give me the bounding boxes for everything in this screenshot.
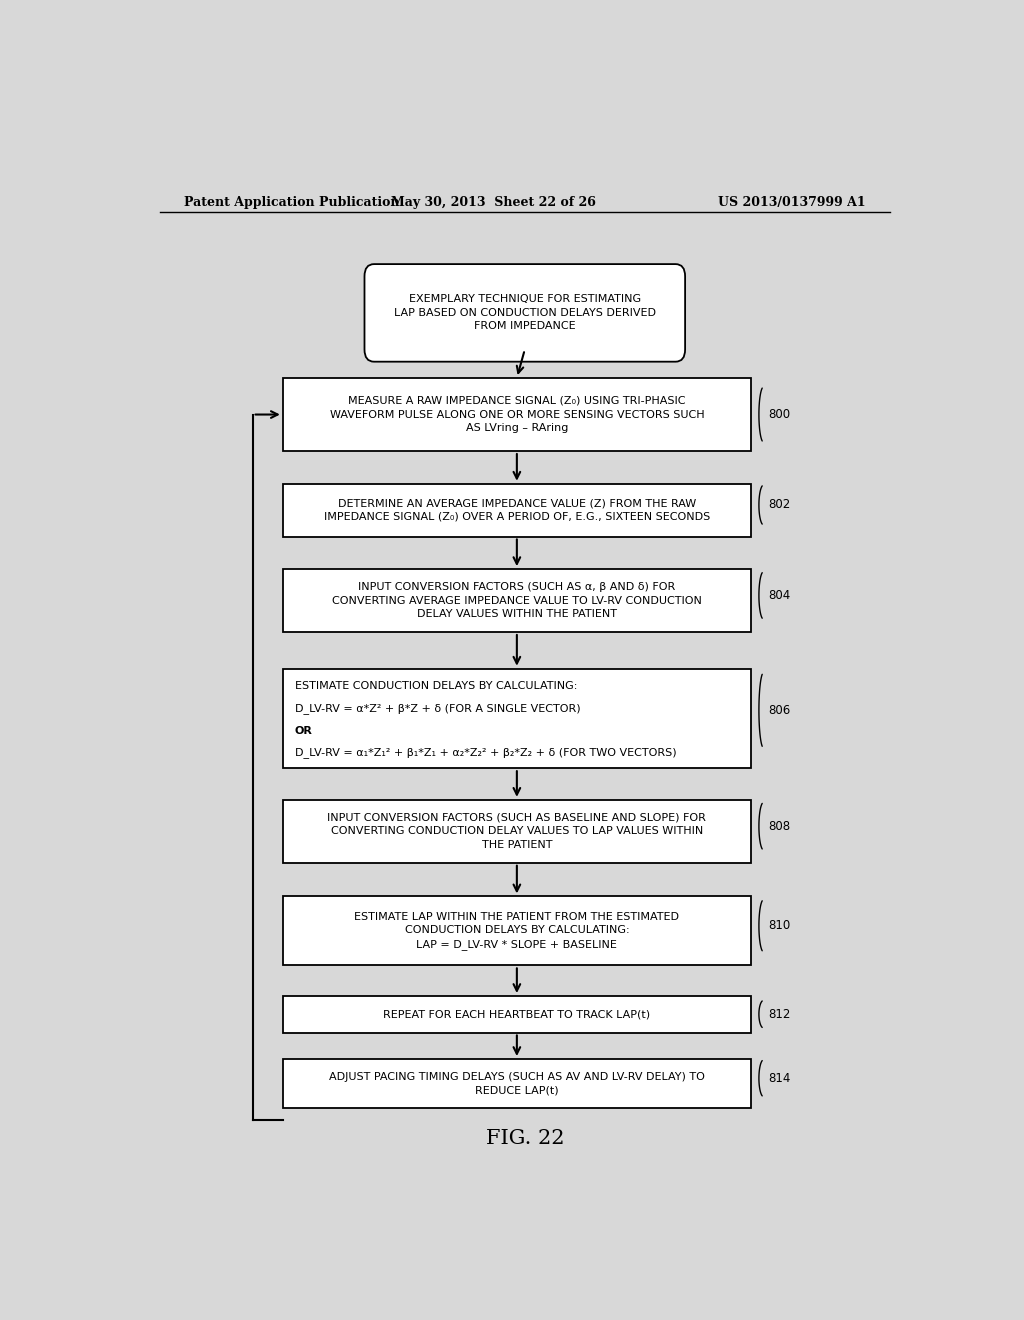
Text: D_LV-RV = α₁*Z₁² + β₁*Z₁ + α₂*Z₂² + β₂*Z₂ + δ (FOR TWO VECTORS): D_LV-RV = α₁*Z₁² + β₁*Z₁ + α₂*Z₂² + β₂*Z… [295, 747, 676, 758]
Text: May 30, 2013  Sheet 22 of 26: May 30, 2013 Sheet 22 of 26 [390, 195, 596, 209]
Text: EXEMPLARY TECHNIQUE FOR ESTIMATING
LAP BASED ON CONDUCTION DELAYS DERIVED
FROM I: EXEMPLARY TECHNIQUE FOR ESTIMATING LAP B… [394, 294, 655, 331]
Text: 810: 810 [768, 919, 791, 932]
Text: INPUT CONVERSION FACTORS (SUCH AS α, β AND δ) FOR
CONVERTING AVERAGE IMPEDANCE V: INPUT CONVERSION FACTORS (SUCH AS α, β A… [332, 582, 701, 619]
Text: ESTIMATE CONDUCTION DELAYS BY CALCULATING:: ESTIMATE CONDUCTION DELAYS BY CALCULATIN… [295, 681, 578, 692]
Text: DETERMINE AN AVERAGE IMPEDANCE VALUE (Z) FROM THE RAW
IMPEDANCE SIGNAL (Z₀) OVER: DETERMINE AN AVERAGE IMPEDANCE VALUE (Z)… [324, 498, 710, 521]
FancyBboxPatch shape [283, 483, 751, 536]
Text: INPUT CONVERSION FACTORS (SUCH AS BASELINE AND SLOPE) FOR
CONVERTING CONDUCTION : INPUT CONVERSION FACTORS (SUCH AS BASELI… [328, 813, 707, 850]
FancyBboxPatch shape [283, 800, 751, 863]
Text: 800: 800 [768, 408, 791, 421]
Text: ADJUST PACING TIMING DELAYS (SUCH AS AV AND LV-RV DELAY) TO
REDUCE LAP(t): ADJUST PACING TIMING DELAYS (SUCH AS AV … [329, 1072, 705, 1096]
Text: 814: 814 [768, 1072, 791, 1085]
FancyBboxPatch shape [365, 264, 685, 362]
Text: Patent Application Publication: Patent Application Publication [183, 195, 399, 209]
Text: ESTIMATE LAP WITHIN THE PATIENT FROM THE ESTIMATED
CONDUCTION DELAYS BY CALCULAT: ESTIMATE LAP WITHIN THE PATIENT FROM THE… [354, 912, 679, 950]
Text: 812: 812 [768, 1007, 791, 1020]
FancyBboxPatch shape [283, 896, 751, 965]
Text: 806: 806 [768, 704, 791, 717]
Text: 802: 802 [768, 499, 791, 511]
Text: US 2013/0137999 A1: US 2013/0137999 A1 [719, 195, 866, 209]
Text: FIG. 22: FIG. 22 [485, 1129, 564, 1147]
Text: 804: 804 [768, 589, 791, 602]
FancyBboxPatch shape [283, 378, 751, 451]
FancyBboxPatch shape [283, 669, 751, 768]
FancyBboxPatch shape [283, 995, 751, 1032]
FancyBboxPatch shape [283, 1059, 751, 1107]
Text: OR: OR [295, 726, 312, 735]
Text: MEASURE A RAW IMPEDANCE SIGNAL (Z₀) USING TRI-PHASIC
WAVEFORM PULSE ALONG ONE OR: MEASURE A RAW IMPEDANCE SIGNAL (Z₀) USIN… [330, 396, 705, 433]
FancyBboxPatch shape [283, 569, 751, 632]
Text: 808: 808 [768, 820, 791, 833]
Text: REPEAT FOR EACH HEARTBEAT TO TRACK LAP(t): REPEAT FOR EACH HEARTBEAT TO TRACK LAP(t… [383, 1010, 650, 1019]
Text: D_LV-RV = α*Z² + β*Z + δ (FOR A SINGLE VECTOR): D_LV-RV = α*Z² + β*Z + δ (FOR A SINGLE V… [295, 704, 581, 714]
